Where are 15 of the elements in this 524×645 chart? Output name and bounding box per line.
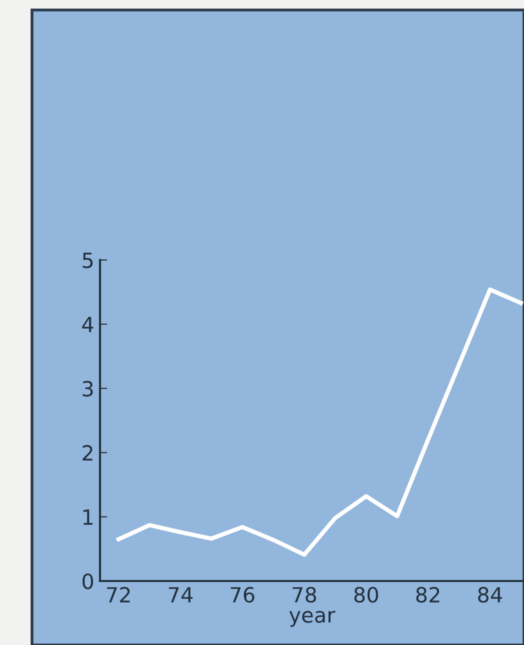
y-tick-label: 1 bbox=[83, 510, 93, 525]
y-tick-label: 0 bbox=[82, 573, 94, 590]
x-tick-label: 80 bbox=[354, 586, 378, 603]
y-tick-label: 4 bbox=[82, 316, 94, 332]
line-series bbox=[116, 287, 523, 557]
x-tick-label: 78 bbox=[292, 586, 316, 603]
y-tick-label: 2 bbox=[82, 445, 92, 461]
x-tick-label: 74 bbox=[168, 587, 193, 602]
y-tick-label: 5 bbox=[82, 252, 93, 268]
x-axis-title: year bbox=[289, 610, 336, 627]
y-tick-label: 3 bbox=[82, 380, 93, 397]
x-tick-label: 72 bbox=[107, 586, 130, 602]
x-tick-label: 82 bbox=[416, 586, 440, 603]
x-tick-label: 84 bbox=[478, 586, 502, 603]
x-tick-label: 76 bbox=[230, 586, 254, 603]
